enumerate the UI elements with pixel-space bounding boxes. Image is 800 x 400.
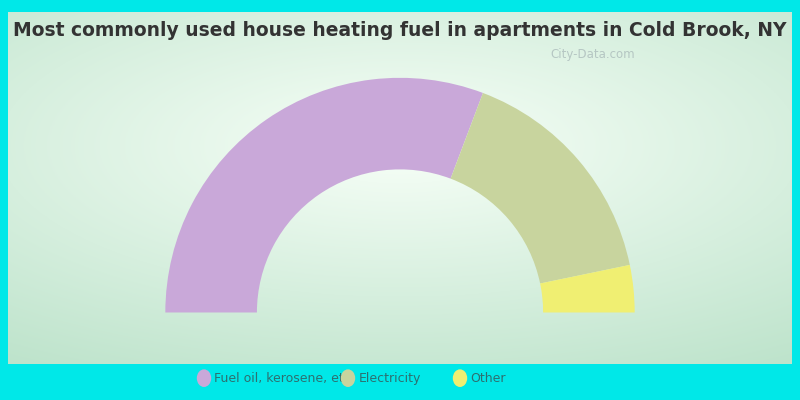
Wedge shape: [450, 93, 630, 284]
Wedge shape: [540, 265, 634, 312]
Text: Most commonly used house heating fuel in apartments in Cold Brook, NY: Most commonly used house heating fuel in…: [14, 21, 786, 40]
Ellipse shape: [341, 369, 355, 387]
Text: City-Data.com: City-Data.com: [550, 48, 635, 61]
Wedge shape: [166, 78, 483, 312]
Ellipse shape: [453, 369, 467, 387]
Ellipse shape: [197, 369, 211, 387]
Text: Other: Other: [470, 372, 506, 385]
Text: Electricity: Electricity: [358, 372, 421, 385]
Text: Fuel oil, kerosene, etc.: Fuel oil, kerosene, etc.: [214, 372, 355, 385]
